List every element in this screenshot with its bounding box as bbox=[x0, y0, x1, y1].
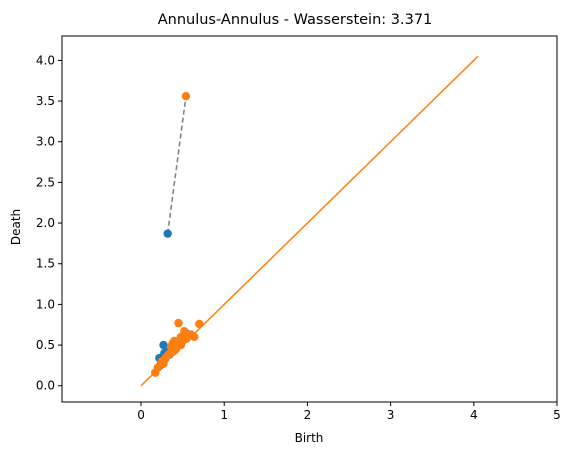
y-tick-label-7: 3.5 bbox=[36, 94, 55, 108]
x-tick-label-0: 0 bbox=[137, 408, 145, 422]
y-axis-label: Death bbox=[9, 209, 23, 245]
matching-line-1 bbox=[166, 96, 187, 234]
x-tick-label-1: 1 bbox=[220, 408, 228, 422]
plot-frame bbox=[61, 35, 558, 403]
x-tick-label-2: 2 bbox=[304, 408, 312, 422]
series-1-point-2 bbox=[159, 340, 168, 350]
y-tick-label-5: 2.5 bbox=[36, 175, 55, 189]
y-tick-label-6: 3.0 bbox=[36, 135, 55, 149]
x-tick-label-3: 3 bbox=[387, 408, 395, 422]
chart-title: Annulus-Annulus - Wasserstein: 3.371 bbox=[158, 12, 433, 28]
series-2-point-2 bbox=[174, 318, 183, 328]
y-tick-label-0: 0.0 bbox=[36, 379, 55, 393]
series-1-point-1 bbox=[163, 229, 172, 238]
series-2-point-1 bbox=[181, 91, 191, 101]
series-2-point-21 bbox=[190, 332, 199, 342]
series-2-point-3 bbox=[195, 319, 204, 329]
series-2-point-24 bbox=[169, 347, 178, 356]
series-2-point-22 bbox=[176, 340, 186, 350]
x-axis-ticks: 0 1 2 3 4 5 bbox=[137, 402, 561, 422]
series-2-point-23 bbox=[159, 359, 168, 368]
diagonal-line bbox=[140, 55, 479, 387]
diagonal-layer bbox=[140, 55, 479, 387]
y-tick-label-3: 1.5 bbox=[36, 257, 55, 271]
x-tick-label-5: 5 bbox=[553, 408, 561, 422]
y-tick-label-8: 4.0 bbox=[36, 53, 55, 67]
y-axis-ticks: 0.0 0.5 1.0 1.5 2.0 2.5 3.0 3.5 4.0 bbox=[36, 53, 62, 393]
x-tick-label-4: 4 bbox=[470, 408, 478, 422]
x-axis-label: Birth bbox=[295, 431, 324, 445]
y-tick-label-2: 1.0 bbox=[36, 297, 55, 311]
y-tick-label-1: 0.5 bbox=[36, 338, 55, 352]
y-tick-label-4: 2.0 bbox=[36, 216, 55, 230]
series-2-point-16 bbox=[150, 368, 160, 377]
points-layer bbox=[150, 91, 204, 377]
